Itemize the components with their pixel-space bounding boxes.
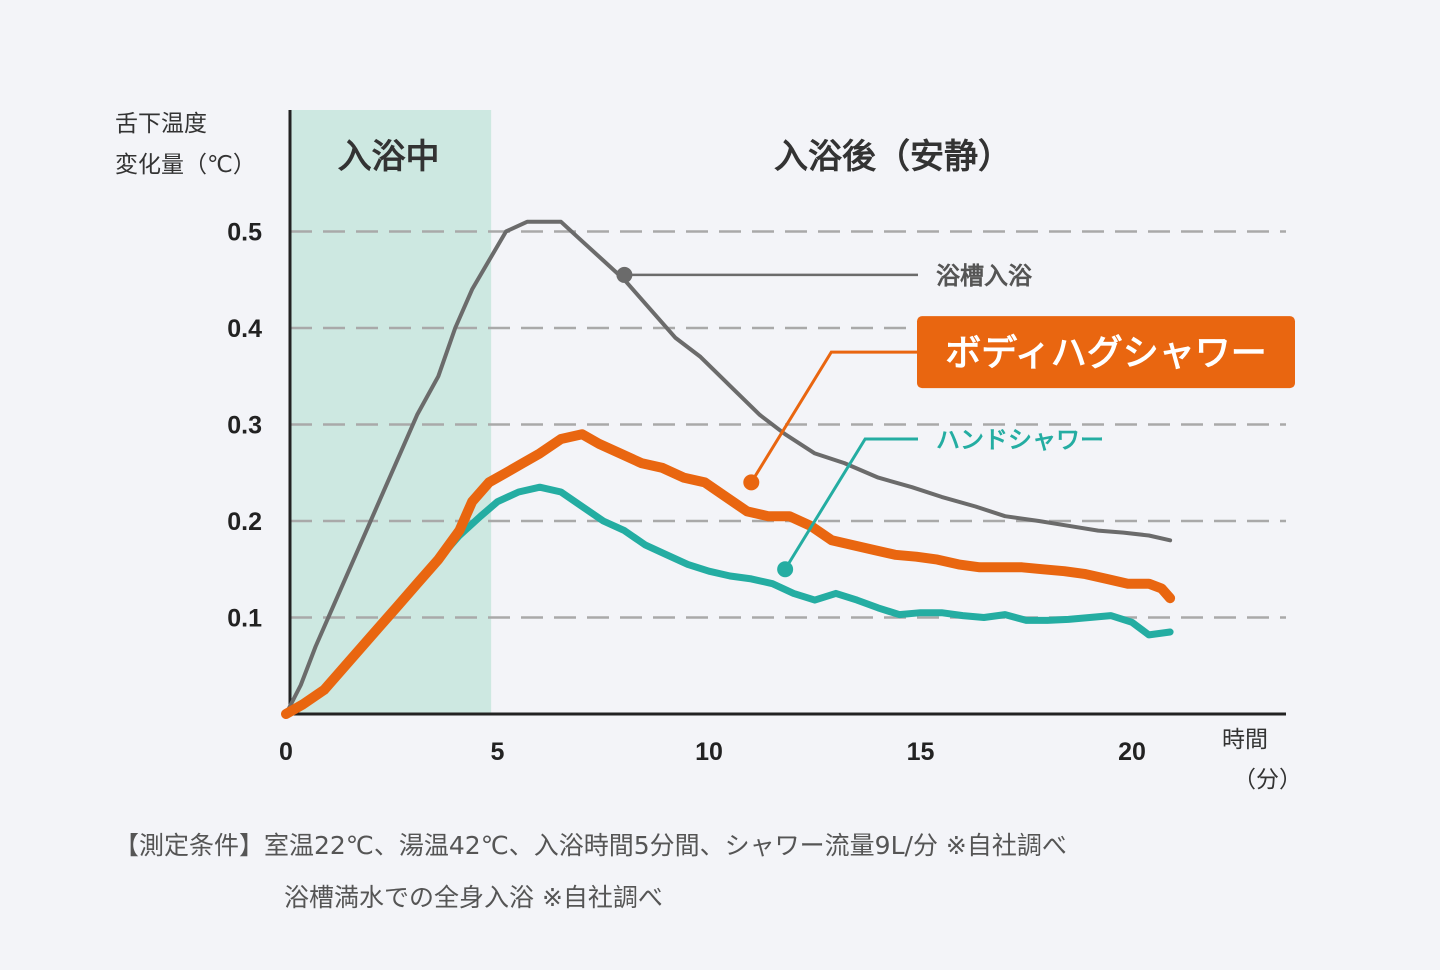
x-tick-label: 5 xyxy=(491,738,505,766)
callout-leader xyxy=(750,350,918,484)
callout-label: 浴槽入浴 xyxy=(936,262,1033,290)
series-line xyxy=(284,219,1173,716)
y-axis-title-line1: 舌下温度 xyxy=(115,111,207,137)
x-tick-label: 0 xyxy=(279,738,293,766)
notes-line-1: 【測定条件】室温22℃、湯温42℃、入浴時間5分間、シャワー流量9L/分 ※自社… xyxy=(114,831,1067,860)
x-tick-label: 10 xyxy=(695,738,723,766)
notes-line-2: 浴槽満水での全身入浴 ※自社調べ xyxy=(284,883,663,912)
x-tick-label: 15 xyxy=(907,738,935,766)
callout-label: ボディハグシャワー xyxy=(945,332,1266,374)
callout-label-box xyxy=(917,316,1295,389)
y-tick-label: 0.5 xyxy=(227,219,262,247)
y-tick-label: 0.3 xyxy=(227,412,262,440)
x-axis-title-line1: 時間 xyxy=(1222,727,1268,753)
y-tick-label: 0.4 xyxy=(227,315,262,343)
callout-dot xyxy=(777,561,794,578)
series-line xyxy=(281,429,1176,719)
callout-label: ハンドシャワー xyxy=(936,426,1104,454)
callout-dot xyxy=(743,474,760,491)
y-tick-label: 0.1 xyxy=(227,605,262,633)
y-axis-title-line2: 変化量（℃） xyxy=(115,152,256,178)
x-tick-label: 20 xyxy=(1118,738,1146,766)
region-during-bath xyxy=(290,110,492,714)
region-label-during: 入浴中 xyxy=(338,137,440,177)
callout-leader xyxy=(783,437,918,571)
callout-dot xyxy=(616,266,633,283)
region-label-after: 入浴後（安静） xyxy=(774,137,1012,177)
x-axis-title-line2: （分） xyxy=(1233,767,1302,793)
measurement-notes: 【測定条件】室温22℃、湯温42℃、入浴時間5分間、シャワー流量9L/分 ※自社… xyxy=(114,820,1067,924)
y-tick-label: 0.2 xyxy=(227,508,262,536)
